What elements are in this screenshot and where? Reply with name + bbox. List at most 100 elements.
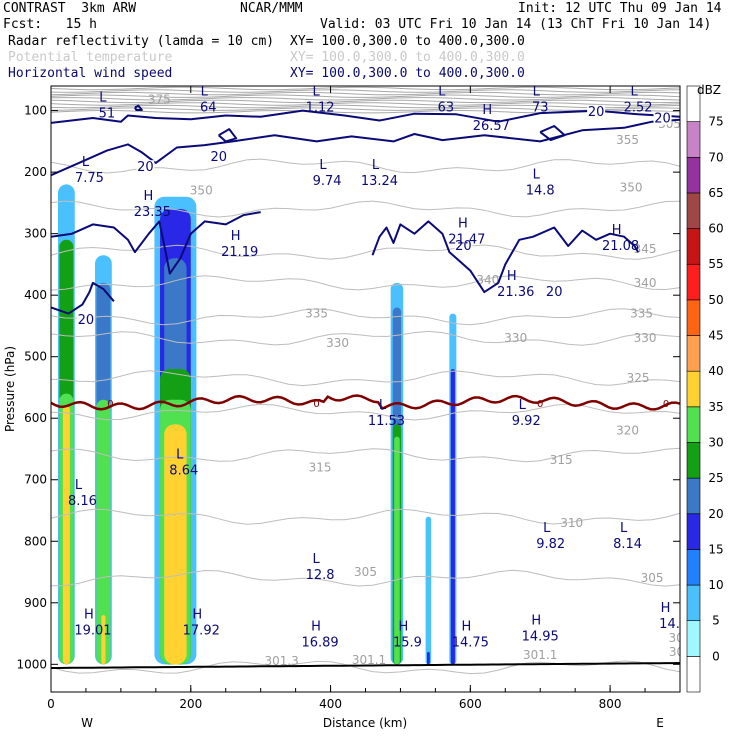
x-right-end-label: E — [656, 716, 664, 730]
y-tick-label: 400 — [24, 288, 47, 302]
wind-extremum-value: 51 — [99, 107, 116, 122]
theta-contour-355 — [51, 158, 680, 174]
colorbar-swatch — [686, 620, 701, 657]
colorbar-swatch — [686, 584, 701, 622]
theta-label: 30 — [669, 645, 684, 659]
theta-contour-upper-2 — [51, 91, 680, 96]
theta-label: 340 — [476, 273, 499, 287]
colorbar-swatch — [686, 335, 701, 372]
theta-label: 350 — [620, 181, 643, 195]
wind-extremum-type: L — [312, 552, 320, 567]
theta-contour-upper-7 — [51, 104, 680, 109]
wind-extremum-type: L — [372, 158, 380, 173]
wind-label-bg — [76, 312, 95, 326]
wind-contour-20 — [134, 104, 143, 111]
y-tick-label: 200 — [24, 165, 47, 179]
y-tick-label: 900 — [24, 596, 47, 610]
theta-label: 315 — [309, 460, 332, 474]
colorbar-level-label: 10 — [708, 578, 723, 592]
header-org: NCAR/MMM — [240, 1, 303, 16]
wind-contour-20 — [539, 125, 566, 142]
colorbar-swatch — [686, 156, 701, 194]
wind-contour-label: 20 — [546, 285, 563, 300]
wind-extremum-value: 8.64 — [169, 463, 198, 478]
colorbar-level-label: 60 — [708, 222, 723, 236]
colorbar-swatch — [686, 192, 701, 229]
wind-extremum-value: 17.92 — [183, 623, 220, 638]
colorbar-swatch — [686, 370, 701, 408]
colorbar-swatch — [686, 299, 701, 336]
wind-contour-20 — [218, 128, 238, 143]
colorbar-level-label: 15 — [708, 542, 723, 556]
wind-extremum-type: L — [99, 91, 107, 106]
header-init: Init: 12 UTC Thu 09 Jan 14 — [518, 1, 722, 16]
wind-extremum-type: L — [620, 521, 628, 536]
y-tick-label: 300 — [24, 227, 47, 241]
y-tick-label: 800 — [24, 534, 47, 548]
x-tick-label: 400 — [319, 697, 342, 711]
wind-extremum-type: L — [630, 84, 638, 99]
theta-label: 310 — [560, 516, 583, 530]
wind-extremum-type: L — [519, 398, 527, 413]
wind-extremum-value: 15.9 — [393, 636, 422, 651]
wind-extremum-value: 14.8 — [526, 183, 555, 198]
theta-label: 320 — [616, 424, 639, 438]
theta-label: 355 — [616, 133, 639, 147]
wind-label-bg — [136, 160, 155, 174]
header-project: CONTRAST 3km ARW — [3, 1, 136, 16]
wind-extremum-value: 64 — [200, 100, 217, 115]
freezing-level-label: 0 — [537, 399, 543, 410]
wind-extremum-value: 63 — [438, 100, 455, 115]
theta-label: 301.3 — [264, 654, 298, 668]
theta-label: 305 — [354, 565, 377, 579]
wind-label-bg — [209, 149, 228, 163]
wind-extremum-type: H — [399, 620, 409, 635]
wind-extremum-value: 14.75 — [452, 636, 489, 651]
colorbar-level-label: 75 — [708, 115, 723, 129]
freezing-level-label: 0 — [107, 399, 113, 410]
theta-contour-300 — [51, 660, 680, 675]
theta-contour-335 — [51, 308, 680, 326]
colorbar-swatch — [686, 477, 701, 515]
wind-extremum-value: 11.53 — [368, 414, 405, 429]
colorbar-level-label: 50 — [708, 293, 723, 307]
theta-label: 305 — [641, 571, 664, 585]
wind-contour-label: 20 — [78, 313, 95, 328]
x-axis-label: Distance (km) — [323, 716, 407, 730]
y-tick-label: 100 — [24, 104, 47, 118]
colorbar-level-label: 30 — [708, 435, 723, 449]
wind-extremum-value: 8.14 — [613, 537, 642, 552]
wind-extremum-value: 7.75 — [75, 171, 104, 186]
field-theta-name: Potential temperature — [8, 50, 173, 65]
wind-contour-20 — [51, 109, 680, 124]
wind-extremum-type: L — [438, 84, 446, 99]
wind-extremum-type: L — [312, 84, 320, 99]
theta-contour-305 — [51, 569, 680, 587]
y-axis-label: Pressure (hPa) — [3, 346, 17, 432]
theta-label: 330 — [634, 331, 657, 345]
colorbar-level-label: 35 — [708, 400, 723, 414]
theta-contour-345 — [51, 244, 680, 260]
colorbar-swatch — [686, 121, 701, 158]
theta-contour-layer: 301.3 301.1 301.1 305 305 315 315 310 320 325 330 3… — [51, 86, 692, 675]
wind-extremum-type: H — [661, 601, 671, 616]
field-theta-xy: XY= 100.0,300.0 to 400.0,300.0 — [290, 50, 525, 65]
wind-contour-20 — [51, 118, 680, 177]
axes-layer: 0 200 400 600 800100200300400500600700800900… — [16, 86, 681, 711]
wind-extremum-value: 13.24 — [361, 174, 398, 189]
wind-label-bg — [587, 104, 606, 118]
x-tick-label: 600 — [459, 697, 482, 711]
theta-contour-330 — [51, 330, 680, 346]
colorbar-level-label: 40 — [708, 364, 723, 378]
fcst-label: Fcst: — [3, 17, 43, 32]
colorbar-swatch — [686, 549, 701, 586]
theta-contour-310 — [51, 508, 680, 525]
wind-extremum-type: L — [533, 167, 541, 182]
reflectivity-cell-0-35dbz — [62, 405, 70, 665]
colorbar-swatch — [686, 228, 701, 265]
colorbar-level-label: 55 — [708, 257, 723, 271]
theta-label: 301 — [669, 631, 692, 645]
theta-label: 350 — [190, 184, 213, 198]
